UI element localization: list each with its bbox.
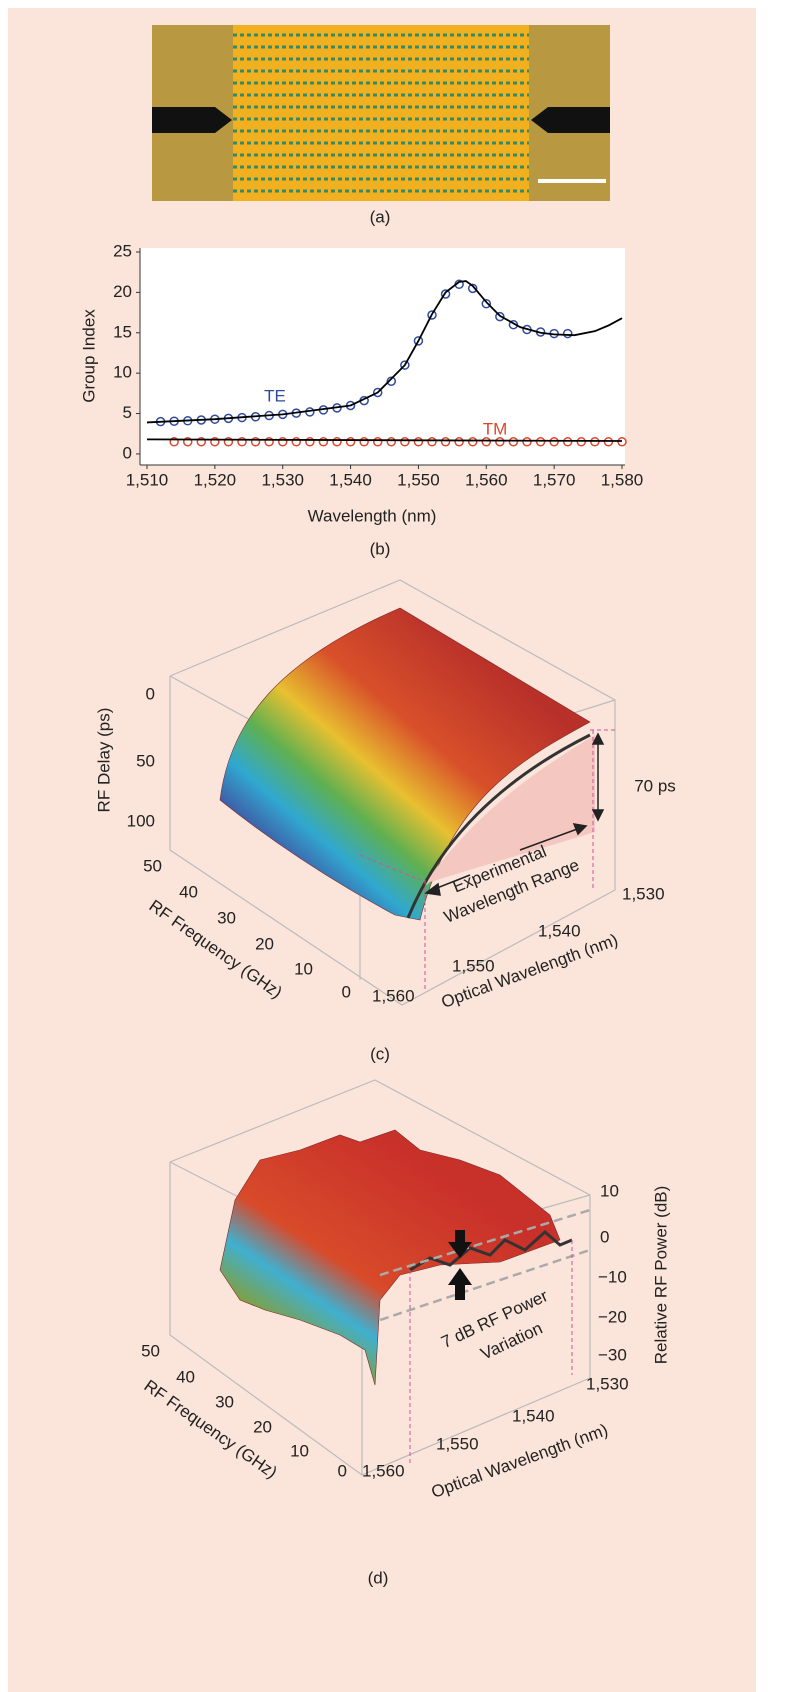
z-tick-label: 100 (127, 811, 155, 830)
x-tick-label: 1,540 (538, 921, 581, 940)
caption: (a) (370, 207, 391, 226)
y-tick-label: 0 (338, 1461, 347, 1480)
caption: (d) (368, 1568, 389, 1587)
z-tick-label: 50 (136, 751, 155, 770)
y-tick-label: 5 (123, 403, 132, 422)
z-axis-label: RF Delay (ps) (94, 708, 113, 813)
caption: (c) (370, 1044, 390, 1063)
x-tick-label: 1,540 (329, 470, 372, 489)
x-tick-label: 1,580 (601, 470, 644, 489)
z-tick-label: −10 (598, 1267, 627, 1286)
x-tick-label: 1,530 (622, 884, 665, 903)
micrograph (152, 25, 610, 201)
y-tick-label: 50 (143, 856, 162, 875)
y-tick-label: 30 (215, 1392, 234, 1411)
x-tick-label: 1,520 (194, 470, 237, 489)
z-axis-label: Relative RF Power (dB) (651, 1186, 670, 1365)
x-tick-label: 1,570 (533, 470, 576, 489)
plot-area (140, 248, 625, 465)
y-tick-label: 25 (113, 241, 132, 260)
y-tick-label: 40 (179, 882, 198, 901)
page: (a) 0 5 10 15 20 25 1,510 1,520 1,530 1,540 1,550 1… (0, 0, 795, 1692)
figure: (a) 0 5 10 15 20 25 1,510 1,520 1,530 1,540 1,550 1… (0, 0, 795, 1692)
y-tick-label: 50 (141, 1341, 160, 1360)
x-tick-label: 1,530 (586, 1374, 629, 1393)
x-axis-label: Wavelength (nm) (308, 506, 437, 525)
x-tick-label: 1,550 (436, 1434, 479, 1453)
x-tick-label: 1,540 (512, 1406, 555, 1425)
y-tick-label: 15 (113, 322, 132, 341)
series-label: TE (264, 386, 286, 405)
y-tick-label: 0 (123, 443, 132, 462)
y-tick-label: 40 (176, 1367, 195, 1386)
x-tick-label: 1,530 (261, 470, 304, 489)
x-tick-label: 1,560 (372, 986, 415, 1005)
series-label: TM (483, 419, 508, 438)
x-tick-label: 1,560 (362, 1461, 405, 1480)
z-tick-label: −30 (598, 1345, 627, 1364)
x-tick-label: 1,550 (452, 956, 495, 975)
y-tick-label: 10 (113, 363, 132, 382)
y-tick-label: 20 (113, 282, 132, 301)
y-tick-label: 30 (217, 908, 236, 927)
y-tick-label: 10 (294, 959, 313, 978)
x-tick-label: 1,550 (397, 470, 440, 489)
z-tick-label: −20 (598, 1307, 627, 1326)
y-tick-label: 10 (290, 1441, 309, 1460)
z-tick-label: 0 (600, 1227, 609, 1246)
caption: (b) (370, 539, 391, 558)
y-tick-label: 20 (255, 934, 274, 953)
z-tick-label: 10 (600, 1181, 619, 1200)
y-axis-label: Group Index (79, 309, 98, 403)
y-tick-label: 20 (253, 1417, 272, 1436)
x-tick-label: 1,510 (126, 470, 169, 489)
y-tick-label: 0 (342, 982, 351, 1001)
x-tick-label: 1,560 (465, 470, 508, 489)
z-tick-label: 0 (146, 684, 155, 703)
annotation: 70 ps (634, 776, 676, 795)
